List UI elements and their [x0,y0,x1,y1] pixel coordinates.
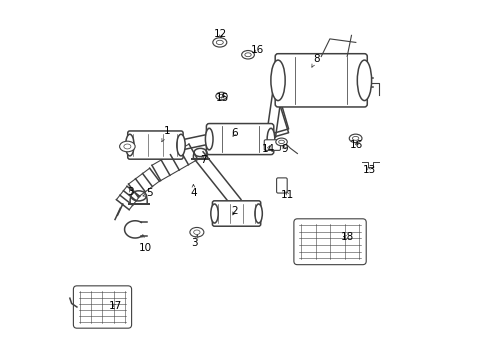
Ellipse shape [123,144,131,149]
Ellipse shape [177,134,185,156]
Text: 15: 15 [216,93,229,103]
Ellipse shape [212,38,226,47]
Text: 16: 16 [349,140,363,150]
Ellipse shape [241,50,254,59]
Ellipse shape [278,140,284,144]
FancyBboxPatch shape [73,286,131,328]
Text: 13: 13 [362,165,375,175]
Ellipse shape [210,204,218,223]
Text: 1: 1 [162,126,170,142]
Text: 16: 16 [251,45,264,55]
Ellipse shape [275,138,286,146]
Text: 5: 5 [142,188,153,198]
Text: 2: 2 [231,206,238,216]
FancyBboxPatch shape [127,131,183,159]
Text: 3: 3 [191,235,198,248]
Text: 17: 17 [108,301,122,311]
Text: 10: 10 [138,235,151,253]
Text: 9: 9 [281,144,287,154]
Text: 8: 8 [311,54,319,67]
Text: 18: 18 [341,232,354,242]
Text: 7: 7 [200,154,206,165]
Ellipse shape [189,228,203,237]
FancyBboxPatch shape [212,201,260,226]
Ellipse shape [357,60,371,100]
FancyBboxPatch shape [206,123,273,154]
FancyBboxPatch shape [276,178,286,193]
Ellipse shape [254,204,262,223]
Ellipse shape [244,53,251,57]
Text: 6: 6 [231,128,238,138]
Ellipse shape [270,60,285,100]
Ellipse shape [218,94,224,98]
Ellipse shape [125,134,134,156]
Ellipse shape [193,230,200,234]
Text: 11: 11 [281,190,294,200]
Ellipse shape [215,92,227,100]
FancyBboxPatch shape [293,219,366,265]
Text: 12: 12 [214,29,227,39]
Ellipse shape [348,134,361,143]
Ellipse shape [216,40,223,45]
Text: 4: 4 [190,184,197,198]
Text: 14: 14 [262,144,275,154]
Text: 3: 3 [127,186,134,197]
Ellipse shape [266,128,274,150]
FancyBboxPatch shape [264,140,280,150]
Ellipse shape [205,128,213,150]
FancyBboxPatch shape [275,54,366,107]
Ellipse shape [352,136,358,140]
Ellipse shape [120,141,135,152]
